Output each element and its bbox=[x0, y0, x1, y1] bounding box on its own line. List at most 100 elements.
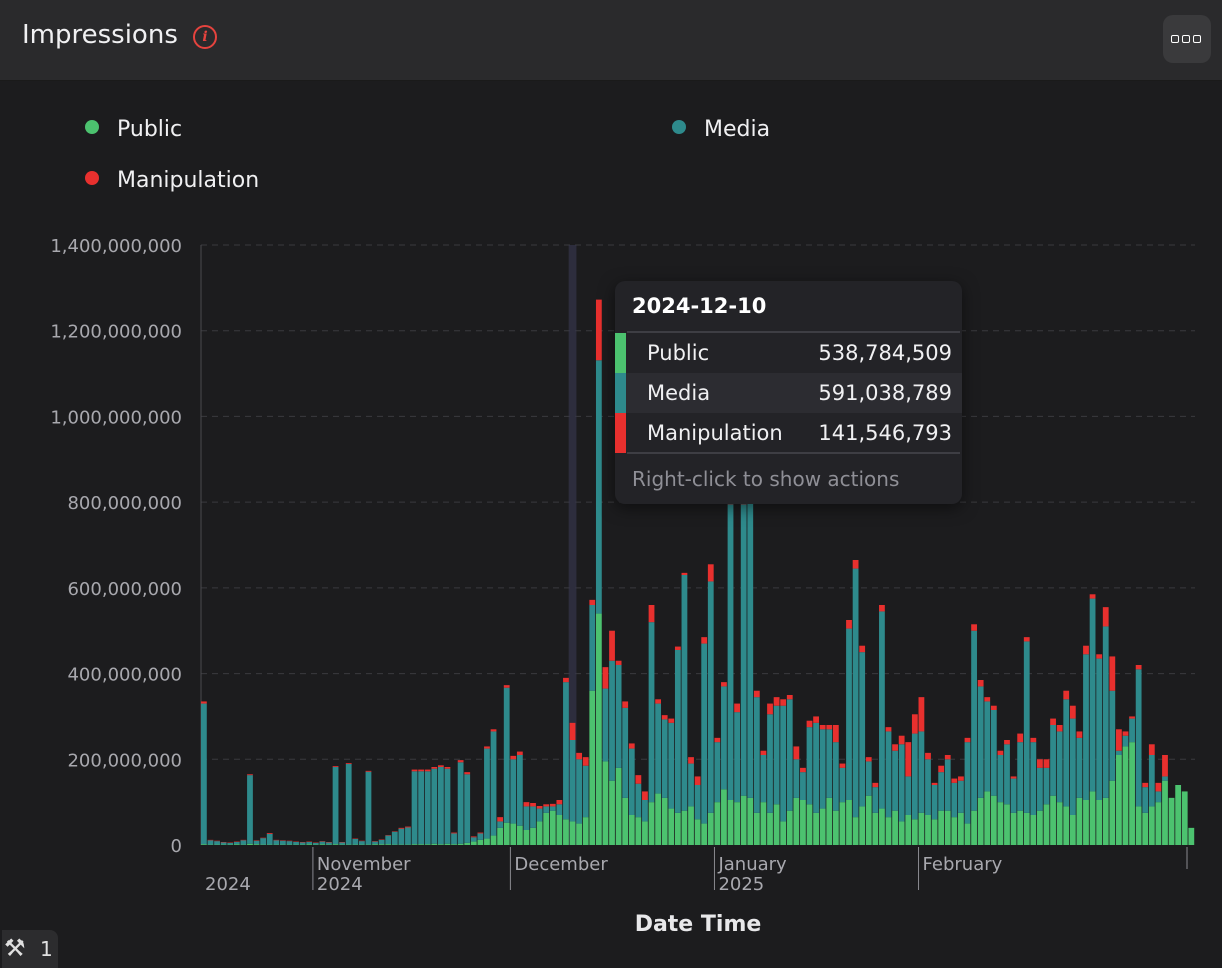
legend-swatch-manipulation bbox=[85, 171, 99, 185]
bar-segment-public bbox=[931, 819, 938, 845]
bar-segment-public bbox=[609, 780, 615, 845]
y-tick-label: 200,000,000 bbox=[67, 750, 182, 771]
bar-segment-manipulation bbox=[365, 770, 372, 772]
bar-segment-manipulation bbox=[457, 760, 464, 763]
bar-segment-media bbox=[530, 806, 536, 828]
tooltip-hint: Right-click to show actions bbox=[632, 467, 900, 491]
bar-segment-public bbox=[740, 795, 747, 845]
bar-segment-media bbox=[826, 729, 833, 798]
bar-segment-media bbox=[977, 686, 984, 798]
bar-segment-manipulation bbox=[1083, 645, 1089, 655]
bar-segment-manipulation bbox=[589, 599, 596, 605]
bar-segment-media bbox=[990, 710, 997, 796]
more-options-button[interactable] bbox=[1163, 15, 1211, 63]
bar-segment-manipulation bbox=[345, 763, 352, 764]
bar-segment-media bbox=[918, 731, 925, 813]
bar-segment-media bbox=[740, 504, 747, 796]
bar-segment-public bbox=[806, 804, 813, 845]
bar-segment-media bbox=[444, 768, 451, 844]
bar-segment-media bbox=[865, 761, 872, 796]
legend-item-public[interactable]: Public bbox=[85, 117, 182, 142]
legend-item-manipulation[interactable]: Manipulation bbox=[85, 168, 259, 193]
bar-segment-manipulation bbox=[523, 802, 530, 807]
bar-segment-public bbox=[253, 844, 260, 845]
bar-segment-manipulation bbox=[628, 743, 635, 749]
bar-segment-media bbox=[609, 660, 615, 781]
bar-segment-media bbox=[681, 575, 688, 811]
bar-segment-media bbox=[233, 842, 240, 845]
bar-segment-public bbox=[1142, 812, 1149, 845]
panel-title: Impressions bbox=[22, 20, 178, 50]
bar-segment-public bbox=[306, 844, 313, 845]
bar-segment-manipulation bbox=[1063, 690, 1070, 700]
bar-segment-media bbox=[727, 504, 734, 800]
bar-segment-media bbox=[312, 842, 319, 845]
bar-segment-public bbox=[595, 613, 602, 845]
bar-segment-media bbox=[602, 688, 609, 762]
bar-segment-manipulation bbox=[424, 769, 431, 772]
x-tick-label: January bbox=[717, 854, 787, 875]
bar-segment-manipulation bbox=[885, 727, 892, 732]
bar-segment-media bbox=[1135, 669, 1142, 807]
bar-segment-public bbox=[892, 810, 898, 845]
y-tick-label: 1,000,000,000 bbox=[50, 407, 182, 428]
bar-segment-manipulation bbox=[990, 705, 997, 710]
bar-segment-manipulation bbox=[1056, 725, 1063, 732]
bar-segment-public bbox=[1122, 746, 1129, 845]
bar-segment-media bbox=[1109, 690, 1116, 781]
bar-segment-manipulation bbox=[938, 765, 945, 773]
bar-segment-public bbox=[879, 808, 885, 845]
bar-segment-manipulation bbox=[1155, 782, 1162, 792]
bar-segment-media bbox=[1129, 718, 1135, 743]
bar-segment-media bbox=[688, 763, 694, 807]
legend-item-media[interactable]: Media bbox=[672, 117, 770, 142]
x-tick-label: February bbox=[923, 854, 1003, 875]
bar-segment-manipulation bbox=[642, 791, 648, 800]
bar-segment-manipulation bbox=[681, 572, 688, 575]
bar-segment-manipulation bbox=[1037, 759, 1043, 768]
tooltip-label-media: Media bbox=[647, 381, 711, 405]
bar-segment-media bbox=[339, 842, 346, 845]
tooltip-value-manipulation: 141,546,793 bbox=[818, 421, 952, 445]
bar-segment-media bbox=[569, 740, 576, 822]
bar-segment-media bbox=[879, 611, 885, 809]
bar-segment-manipulation bbox=[846, 620, 852, 629]
legend-swatch-media bbox=[672, 120, 686, 134]
bar-segment-media bbox=[260, 838, 267, 845]
legend-label-manipulation: Manipulation bbox=[117, 168, 260, 193]
bar-segment-manipulation bbox=[405, 826, 411, 828]
x-tick-label: November bbox=[317, 854, 411, 875]
bar-segment-public bbox=[589, 690, 596, 845]
bar-segment-manipulation bbox=[872, 782, 879, 788]
bar-segment-public bbox=[846, 800, 852, 845]
bar-segment-public bbox=[510, 823, 517, 845]
y-tick-label: 600,000,000 bbox=[67, 579, 182, 600]
status-indicator[interactable]: ⚒ 1 bbox=[2, 930, 58, 968]
x-tick-sublabel: 2025 bbox=[718, 874, 764, 895]
bar-segment-manipulation bbox=[1096, 654, 1103, 659]
tooltip-swatch-media bbox=[615, 373, 626, 413]
bar-segment-media bbox=[753, 697, 760, 813]
bar-segment-public bbox=[1148, 806, 1155, 845]
bar-segment-media bbox=[266, 833, 273, 845]
bar-segment-media bbox=[694, 785, 701, 820]
bar-segment-media bbox=[615, 665, 622, 768]
bar-segment-media bbox=[418, 771, 425, 845]
bar-segment-public bbox=[1188, 827, 1195, 845]
bar-segment-public bbox=[378, 844, 385, 845]
bar-segment-public bbox=[971, 810, 977, 845]
tooltip-row-public: Public 538,784,509 bbox=[615, 333, 962, 373]
bar-segment-media bbox=[358, 841, 365, 845]
bar-segment-manipulation bbox=[707, 564, 714, 582]
bar-segment-public bbox=[451, 844, 457, 845]
bar-segment-manipulation bbox=[813, 716, 819, 723]
bar-segment-media bbox=[819, 729, 826, 809]
bar-segment-public bbox=[800, 800, 806, 845]
tooltip-divider bbox=[627, 331, 960, 333]
y-tick-label: 400,000,000 bbox=[67, 665, 182, 686]
wrench-icon: ⚒ bbox=[4, 934, 26, 962]
bar-segment-manipulation bbox=[977, 680, 984, 687]
bar-segment-public bbox=[622, 797, 629, 845]
info-icon[interactable]: i bbox=[193, 25, 217, 49]
bar-segment-public bbox=[997, 802, 1004, 845]
